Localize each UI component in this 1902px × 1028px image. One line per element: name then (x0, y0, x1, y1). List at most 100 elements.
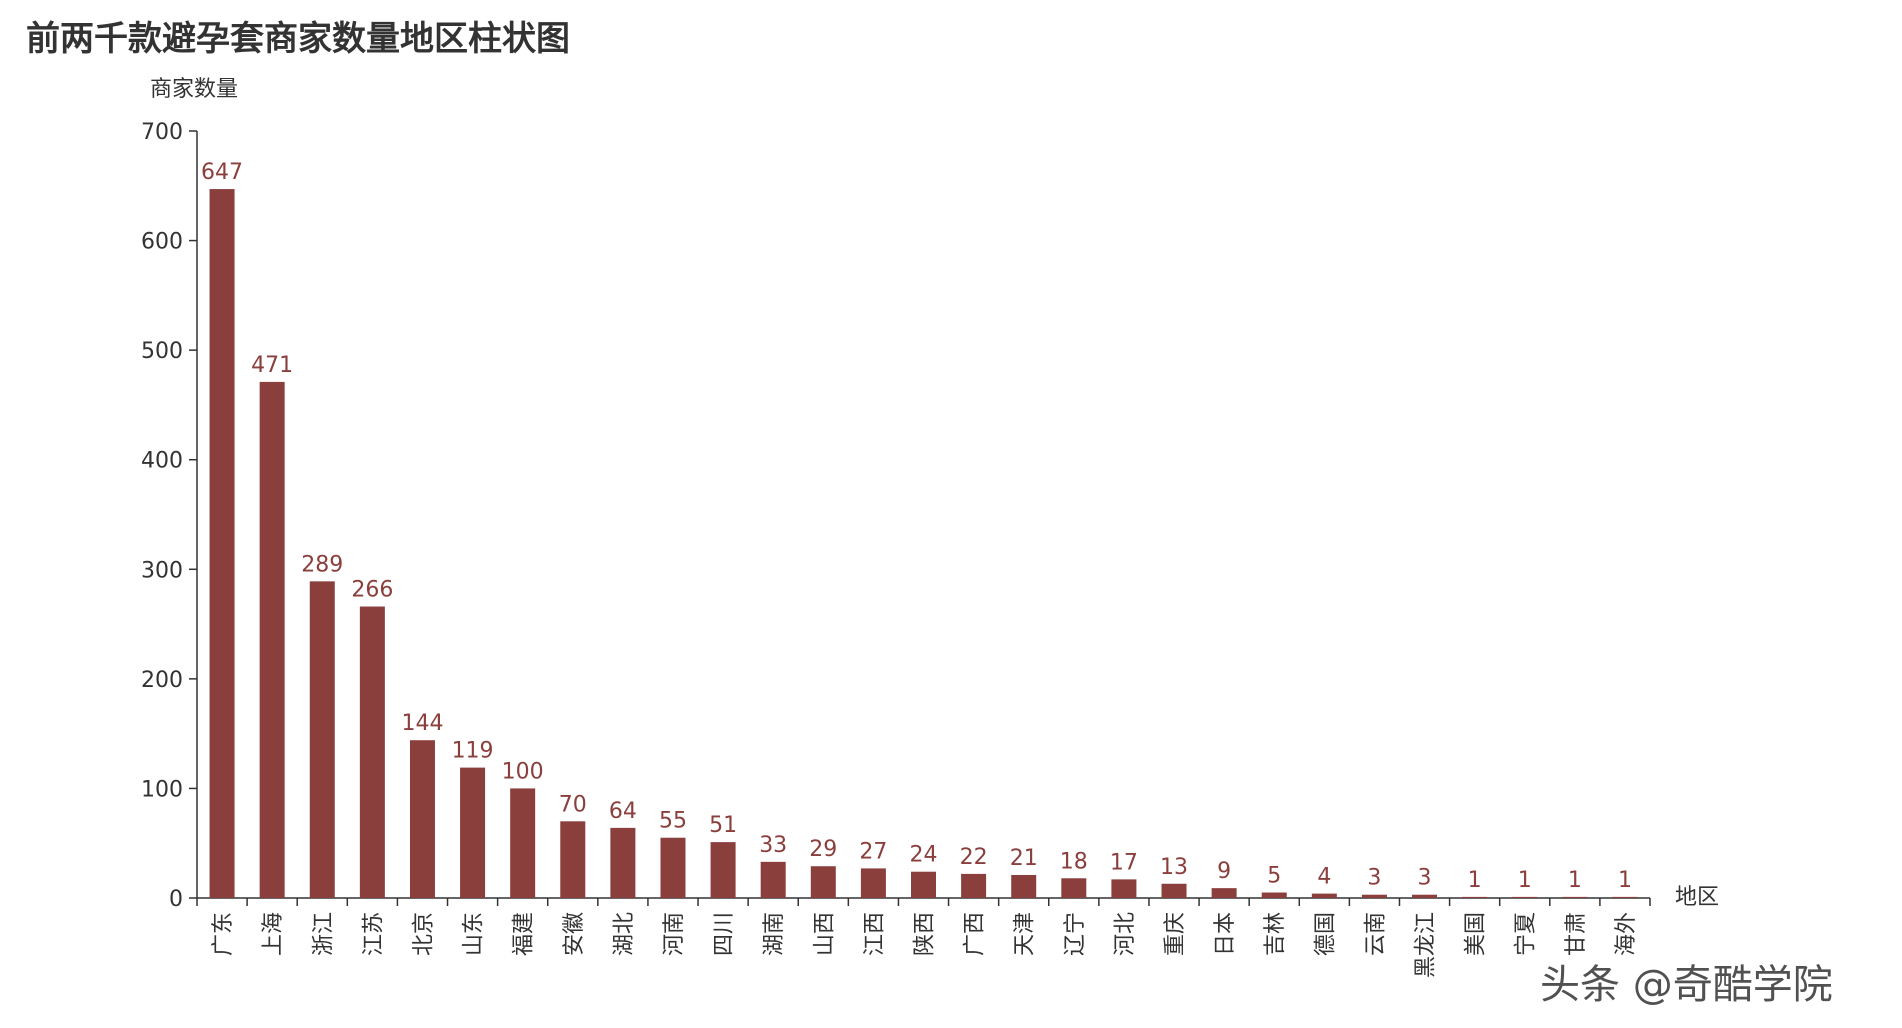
y-tick-label: 200 (141, 668, 183, 693)
bar (560, 821, 586, 898)
bar (1211, 888, 1237, 898)
x-tick-label: 安徽 (562, 912, 587, 956)
bar (1161, 883, 1187, 898)
data-label: 27 (859, 839, 887, 864)
x-axis-name: 地区 (1675, 885, 1719, 910)
y-axis-ticks: 0 100 200 300 400 500 600 700 (141, 120, 197, 912)
bar (1111, 879, 1137, 898)
y-axis-name: 商家数量 (150, 77, 238, 102)
data-label: 13 (1160, 855, 1188, 880)
y-tick-label: 300 (141, 558, 183, 583)
x-tick-label: 广西 (963, 912, 988, 956)
data-label: 4 (1317, 865, 1331, 890)
data-label: 29 (809, 837, 837, 862)
data-label: 22 (960, 845, 988, 870)
data-label: 471 (251, 353, 293, 378)
bar (460, 767, 486, 898)
bar (1612, 896, 1638, 898)
watermark: 头条 @奇酷学院 (1540, 962, 1833, 1008)
x-tick-label: 辽宁 (1063, 912, 1088, 956)
bar (359, 606, 385, 898)
bar (760, 861, 786, 898)
bar (209, 189, 235, 898)
bar (1462, 896, 1488, 898)
x-tick-label: 德国 (1313, 912, 1338, 956)
data-label: 70 (559, 792, 587, 817)
bar (1361, 894, 1387, 898)
x-tick-label: 湖北 (612, 912, 637, 956)
data-label: 51 (709, 813, 737, 838)
data-label: 5 (1267, 864, 1281, 889)
x-tick-label: 河南 (662, 912, 687, 956)
x-tick-label: 山西 (812, 912, 837, 956)
x-tick-label: 四川 (712, 912, 737, 956)
y-tick-label: 600 (141, 230, 183, 255)
x-tick-label: 美国 (1464, 912, 1489, 956)
bar (860, 868, 886, 898)
bar (1512, 896, 1538, 898)
data-label: 266 (351, 578, 393, 603)
x-tick-label: 浙江 (311, 912, 336, 956)
bar (1412, 894, 1438, 898)
bar (1311, 893, 1337, 898)
x-tick-label: 吉林 (1263, 912, 1288, 956)
x-tick-label: 江西 (862, 912, 887, 956)
x-tick-label: 海外 (1614, 912, 1639, 956)
bar (710, 842, 736, 898)
x-tick-label: 黑龙江 (1414, 912, 1439, 978)
bar (911, 871, 936, 898)
bar (510, 788, 536, 898)
data-label: 3 (1367, 866, 1381, 891)
data-label: 17 (1110, 850, 1138, 875)
bars (209, 189, 1638, 898)
data-label: 1 (1468, 868, 1482, 893)
x-tick-label: 宁夏 (1514, 912, 1539, 956)
y-tick-label: 700 (141, 120, 183, 145)
bar (660, 837, 686, 898)
data-label: 1 (1568, 868, 1582, 893)
x-tick-label: 山东 (462, 912, 487, 956)
bar (961, 873, 987, 898)
x-tick-label: 上海 (261, 912, 286, 956)
bar (309, 581, 335, 898)
x-tick-label: 甘肃 (1564, 912, 1589, 956)
chart-title: 前两千款避孕套商家数量地区柱状图 (26, 19, 570, 59)
bar (1562, 896, 1588, 898)
x-tick-label: 重庆 (1163, 912, 1188, 956)
x-tick-label: 湖南 (762, 912, 787, 956)
x-tick-label: 云南 (1363, 912, 1388, 956)
y-tick-label: 100 (141, 777, 183, 802)
bar (259, 381, 285, 898)
x-tick-label: 北京 (411, 912, 436, 956)
data-label: 144 (401, 711, 443, 736)
data-label: 119 (452, 739, 494, 764)
data-label: 647 (201, 160, 243, 185)
bar (1261, 892, 1287, 898)
x-tick-label: 日本 (1213, 912, 1238, 956)
data-label: 55 (659, 809, 687, 834)
bar (1061, 878, 1087, 898)
data-label: 24 (910, 843, 938, 868)
bar (409, 740, 435, 898)
data-label: 64 (609, 799, 637, 824)
data-label: 9 (1217, 859, 1231, 884)
y-tick-label: 400 (141, 449, 183, 474)
data-label: 3 (1418, 866, 1432, 891)
x-tick-label: 江苏 (361, 912, 386, 956)
bar (1011, 874, 1037, 898)
x-tick-label: 河北 (1113, 912, 1138, 956)
x-tick-label: 陕西 (913, 912, 938, 956)
y-tick-label: 500 (141, 339, 183, 364)
data-label: 18 (1060, 849, 1088, 874)
bar (610, 827, 636, 898)
x-axis-ticks: 广东 上海 浙江 江苏 北京 山东 福建 安徽 湖北 河南 四川 湖南 山西 江西 陕西 广西 天津 辽宁 河北 重庆… (196, 898, 1651, 978)
data-label: 33 (759, 833, 787, 858)
data-label: 1 (1518, 868, 1532, 893)
data-label: 100 (502, 759, 544, 784)
x-tick-label: 福建 (512, 912, 537, 956)
data-label: 289 (301, 552, 343, 577)
x-tick-label: 广东 (211, 912, 236, 956)
data-label: 21 (1010, 846, 1038, 871)
